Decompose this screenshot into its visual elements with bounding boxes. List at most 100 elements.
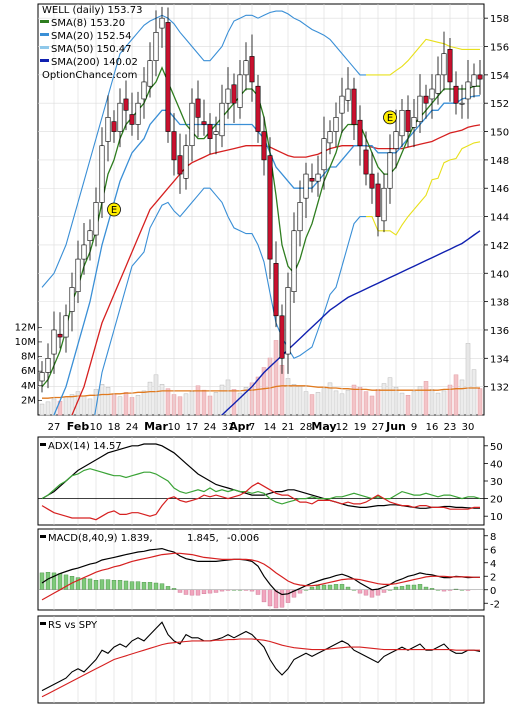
volume-bar (219, 384, 225, 416)
volume-bar (351, 384, 357, 416)
candle-up (225, 88, 231, 104)
candle-up (99, 145, 105, 203)
rs-legend: RS vs SPY (48, 620, 98, 631)
candle-down (273, 263, 279, 317)
adx-panel-axis-label: 50 (490, 442, 503, 453)
volume-bar (369, 395, 375, 416)
volume-bar (39, 403, 45, 416)
macd-panel-axis-label: -2 (490, 599, 500, 610)
macd-panel-axis-label: 2 (490, 572, 496, 583)
volume-bar (177, 396, 183, 416)
bollinger-upper-band (366, 38, 480, 76)
legend-swatch (40, 20, 49, 23)
macd-histogram-bar (135, 581, 141, 590)
bollinger-lower-band (366, 141, 481, 236)
candle-up (81, 244, 87, 260)
volume-bar (315, 392, 321, 416)
adx-panel-axis-label: 10 (490, 512, 503, 523)
macd-histogram-bar (195, 589, 201, 596)
volume-bar (477, 388, 483, 416)
rs-panel-frame (37, 615, 485, 704)
macd-line (41, 547, 480, 596)
volume-bar (417, 386, 423, 416)
volume-axis-label: 4M (21, 381, 36, 392)
volume-bar (333, 390, 339, 416)
macd-histogram-bar (345, 586, 351, 590)
candle-down (453, 85, 459, 104)
candle-down (177, 155, 183, 175)
macd-histogram-bar (279, 589, 285, 608)
macd-panel-axis-label: 4 (490, 559, 496, 570)
price-axis-label: 132 (490, 383, 509, 394)
volume-average-line (42, 385, 480, 399)
x-axis-label: Mar (144, 420, 168, 433)
volume-axis-label: 10M (15, 337, 36, 348)
earnings-marker (383, 110, 397, 125)
earnings-marker-label: E (111, 205, 117, 216)
legend-swatch (40, 46, 49, 49)
volume-bar (117, 396, 123, 416)
price-axis-label: 150 (490, 128, 509, 139)
volume-bar (45, 401, 51, 416)
candle-up (69, 287, 75, 312)
x-axis-label: 10 (168, 422, 181, 433)
volume-bar (99, 384, 105, 416)
macd-histogram-bar (183, 589, 189, 595)
candle-up (243, 60, 249, 76)
candle-down (357, 119, 363, 147)
candle-down (405, 109, 411, 132)
x-axis-label: 24 (204, 422, 217, 433)
macd-panel-axis-label: 0 (490, 586, 496, 597)
volume-bar (213, 392, 219, 416)
price-axis-label: 138 (490, 298, 509, 309)
candle-down (351, 88, 357, 125)
volume-bar (423, 381, 429, 416)
volume-bar (105, 386, 111, 416)
macd-histogram-bar (315, 585, 321, 590)
macd-histogram-bar (105, 579, 111, 590)
macd-signal-line (41, 552, 480, 601)
macd-histogram-bar (381, 589, 387, 593)
volume-bar (255, 376, 261, 416)
macd-group (38, 547, 484, 609)
candle-up (219, 102, 225, 137)
macd-panel-axis-label: 6 (490, 545, 496, 556)
candle-up (135, 102, 141, 125)
candle-down (477, 74, 483, 80)
legend-swatch (40, 33, 49, 36)
volume-bar (195, 385, 201, 416)
rs-group (41, 621, 481, 698)
candle-down (369, 173, 375, 189)
macd-histogram-bar (99, 579, 105, 590)
adx-lines-group (41, 443, 481, 521)
adx-panel-axis-label: 30 (490, 477, 503, 488)
volume-bar (183, 393, 189, 416)
candle-down (165, 22, 171, 132)
volume-axis-label: 6M (21, 366, 36, 377)
macd-legend-histogram: -0.006 (227, 533, 259, 544)
price-axis-label: 142 (490, 241, 509, 252)
macd-histogram-bar (333, 584, 339, 590)
candle-up (459, 102, 465, 105)
volume-bar (159, 384, 165, 416)
candle-down (363, 149, 369, 175)
macd-histogram-bar (111, 580, 117, 590)
legend-entry: SMA(50) 150.47 (51, 44, 132, 55)
macd-histogram-bar (129, 581, 135, 590)
candle-up (315, 173, 321, 182)
macd-histogram-bar (297, 589, 303, 594)
legend-entry: SMA(20) 152.54 (51, 31, 132, 42)
adx-panel-axis-label: 20 (490, 495, 503, 506)
volume-bar (363, 391, 369, 416)
price-axis-label: 156 (490, 43, 509, 54)
volume-bar (165, 388, 171, 416)
sma200-line (220, 230, 481, 415)
candle-down (309, 178, 315, 182)
minus-di-line (41, 482, 480, 521)
candle-up (189, 102, 195, 147)
x-axis-label: 27 (48, 422, 61, 433)
volume-bar (297, 386, 303, 416)
adx-legend: ADX(14) 14.57 (48, 441, 122, 452)
x-axis-label: 17 (186, 422, 199, 433)
